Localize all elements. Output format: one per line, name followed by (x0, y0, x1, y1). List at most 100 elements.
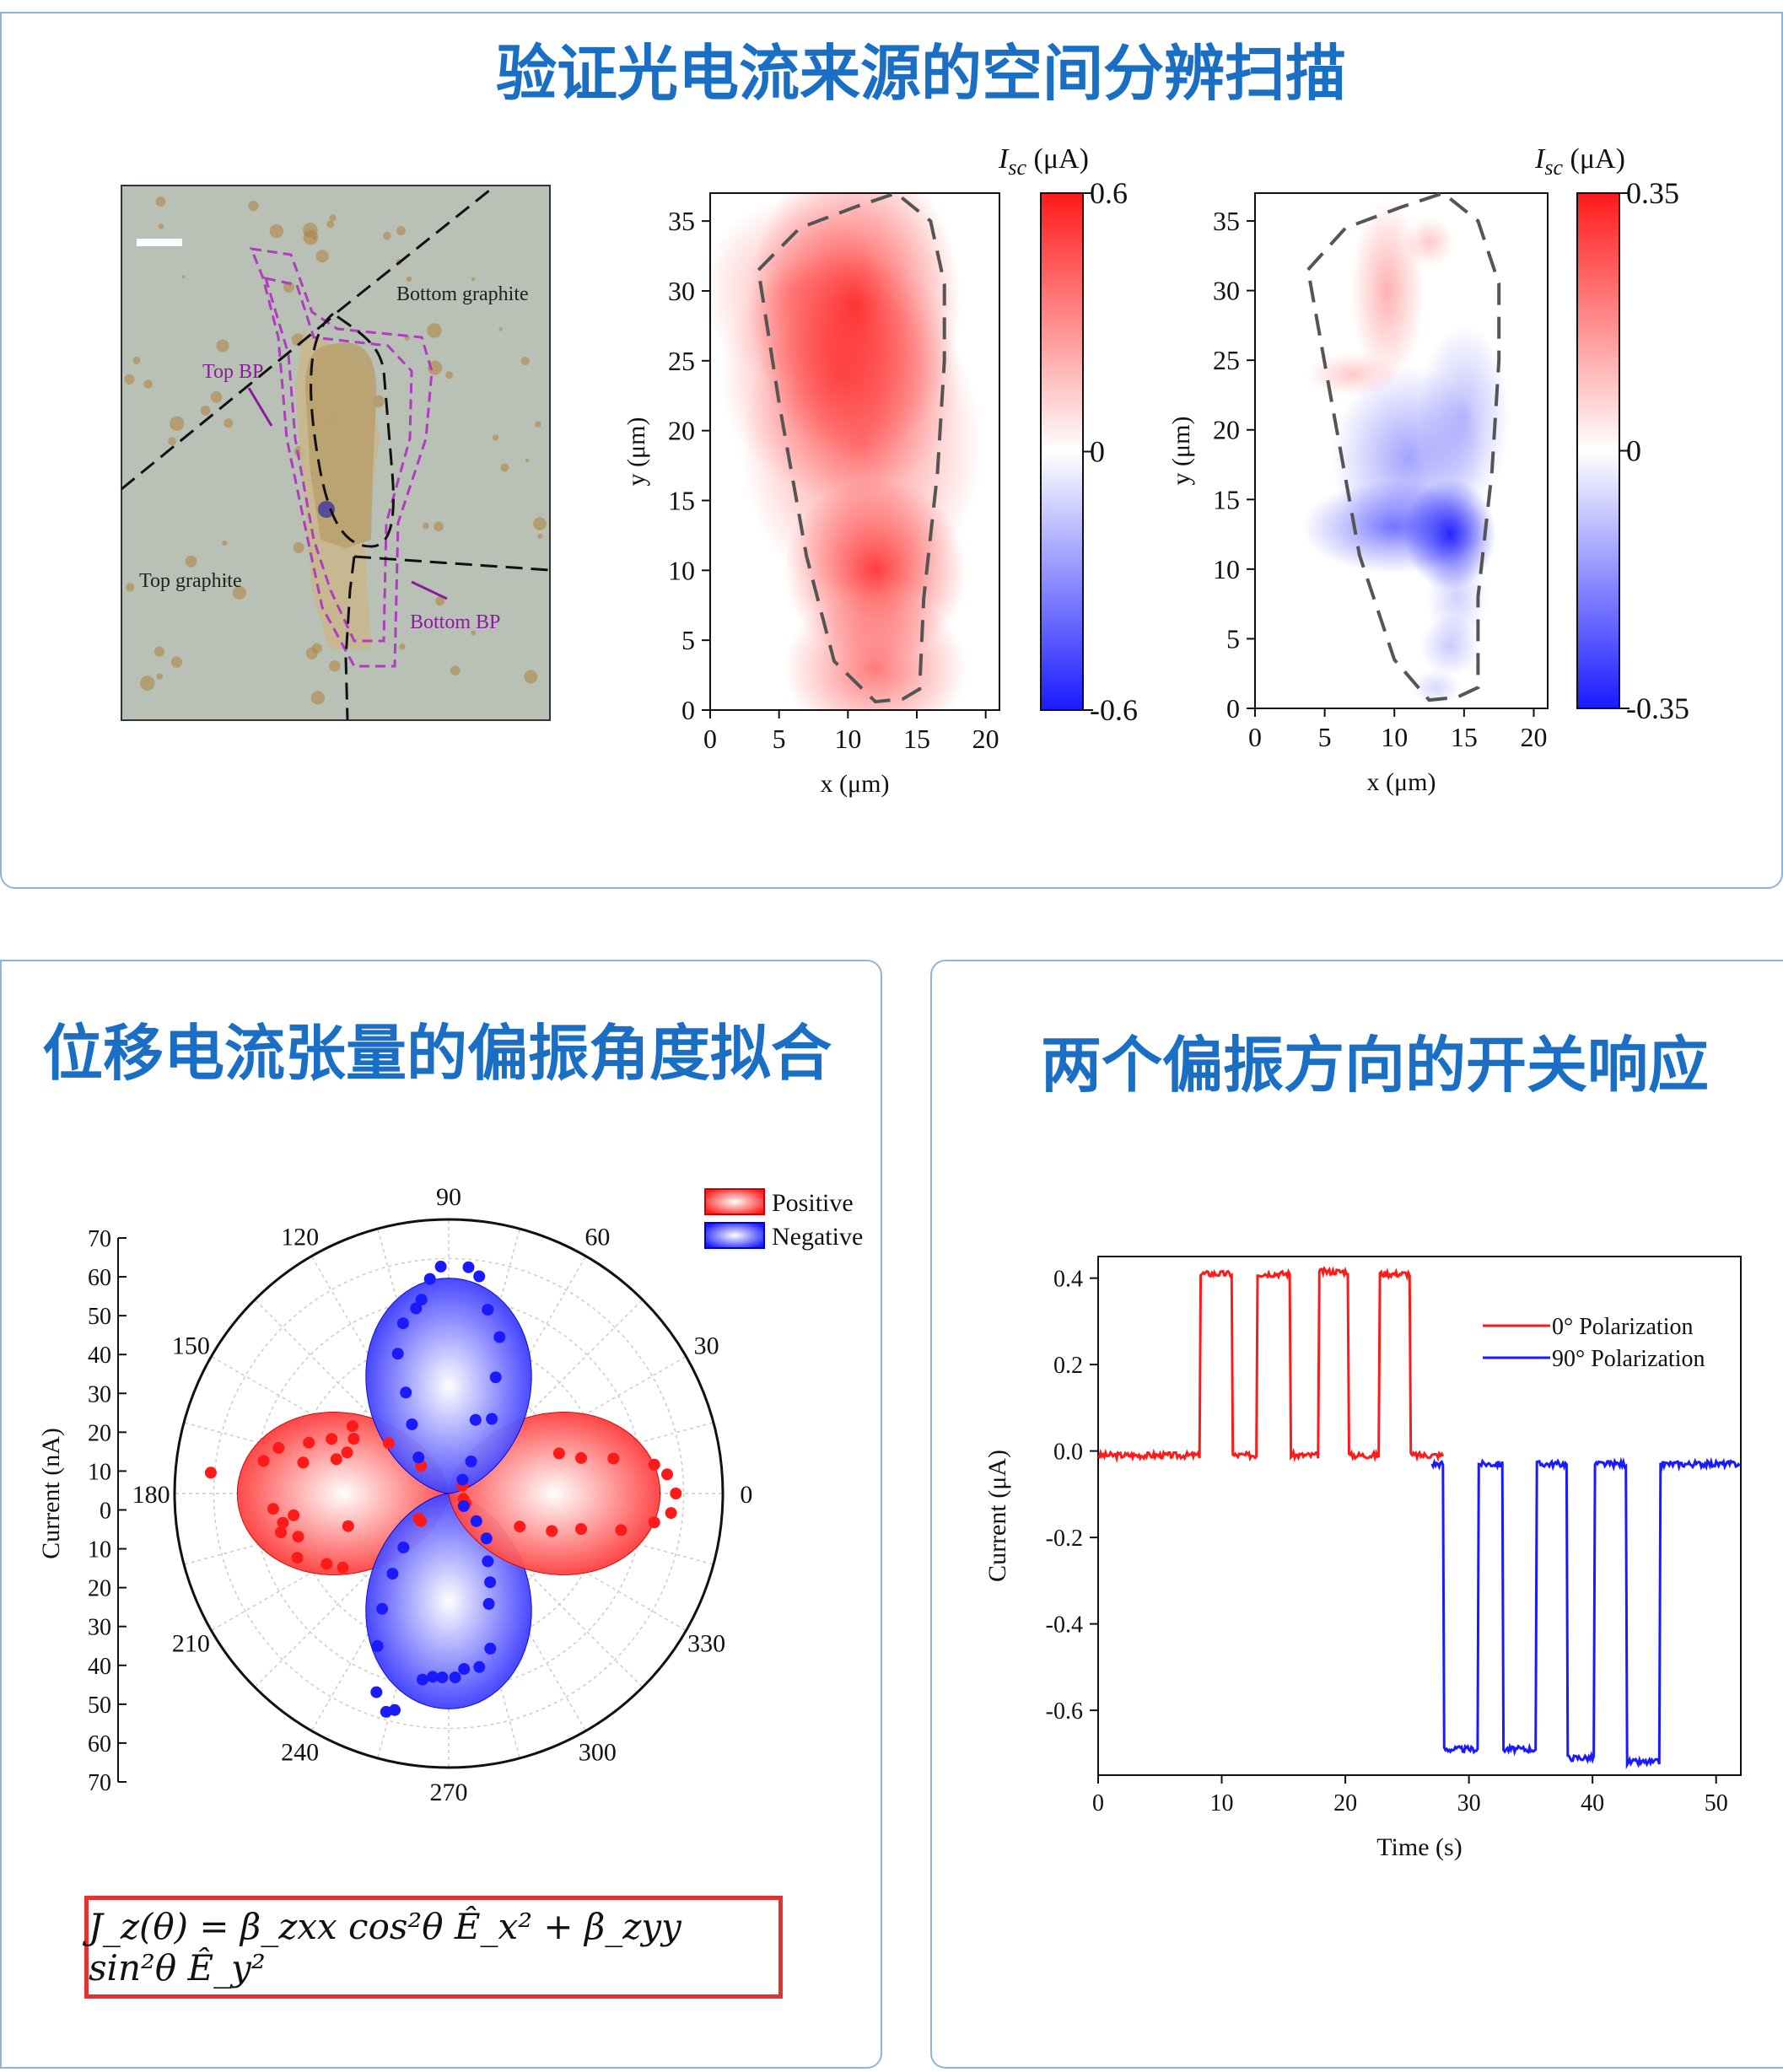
colorbar-title: Isc (μA) (1534, 143, 1625, 180)
polar-grid-ring (213, 1257, 685, 1730)
radial-tick-label: 0 (100, 1499, 111, 1525)
heatmap-field (1302, 198, 1511, 707)
particle (200, 405, 211, 416)
x-tick-label: 50 (1705, 1790, 1728, 1816)
heatmap-hotspot (1404, 217, 1454, 266)
particle (525, 458, 530, 463)
y-tick-label: 0 (1226, 693, 1240, 724)
polar-grid-spoke (254, 1493, 450, 1688)
x-tick-label: 20 (1520, 722, 1547, 752)
angle-tick-label: 300 (579, 1739, 617, 1767)
particle (185, 555, 197, 568)
negative-data-point (417, 1673, 428, 1686)
particle (305, 647, 318, 660)
polar-y-label: Current (nA) (37, 1428, 65, 1559)
negative-data-point (391, 1348, 404, 1360)
particle (181, 275, 186, 279)
y-tick-label: -0.2 (1046, 1526, 1083, 1552)
particle (383, 231, 391, 240)
positive-data-point (341, 1446, 353, 1459)
particle (450, 665, 461, 675)
radial-tick-label: 60 (88, 1265, 111, 1291)
negative-data-point (489, 1371, 502, 1384)
angle-tick-label: 150 (172, 1332, 210, 1360)
negative-data-point (484, 1642, 497, 1655)
x-tick-label: 10 (834, 724, 861, 754)
x-tick-label: 20 (972, 724, 999, 754)
radial-tick-label: 60 (88, 1731, 111, 1757)
positive-data-point (277, 1516, 289, 1529)
positive-data-point (303, 1436, 315, 1449)
y-tick-label: 5 (681, 625, 695, 655)
positive-data-point (204, 1467, 217, 1479)
particle (216, 339, 229, 353)
particle (143, 379, 153, 389)
particle (520, 357, 530, 366)
positive-data-point (291, 1552, 304, 1564)
x-tick-label: 15 (1451, 722, 1478, 752)
angle-tick-label: 0 (740, 1481, 752, 1509)
positive-data-point (297, 1456, 310, 1469)
y-tick-label: 0 (681, 695, 695, 725)
x-tick-label: 0 (1092, 1790, 1104, 1816)
overlap-region (305, 342, 377, 548)
colorbar-tick-label: 0.6 (1090, 176, 1128, 210)
negative-data-point (484, 1576, 497, 1589)
negative-data-point (386, 1568, 399, 1580)
y-tick-label: 0.4 (1053, 1267, 1083, 1293)
particle (535, 421, 541, 428)
y-axis-label: Current (μA) (983, 1450, 1011, 1582)
particle (154, 646, 164, 657)
particle (269, 223, 284, 239)
y-tick-label: 20 (1213, 415, 1240, 445)
angle-tick-label: 30 (694, 1332, 719, 1360)
radial-tick-label: 30 (88, 1381, 111, 1407)
radial-tick-label: 10 (88, 1537, 111, 1563)
heatmap-field (710, 193, 983, 710)
negative-data-point (397, 1542, 410, 1553)
polar-plot: 0306090120150180210240270300330706050403… (37, 1183, 863, 1806)
positive-data-point (514, 1520, 526, 1533)
legend-label: 90° Polarization (1552, 1346, 1705, 1372)
y-tick-label: -0.4 (1046, 1612, 1083, 1639)
particle (423, 522, 429, 530)
particle (524, 670, 538, 684)
particle (533, 517, 547, 530)
angle-tick-label: 270 (430, 1779, 468, 1806)
switching-panel (930, 960, 1783, 2069)
legend-label: 0° Polarization (1552, 1314, 1694, 1340)
positive-data-point (415, 1515, 428, 1527)
particle (471, 277, 476, 282)
positive-data-point (648, 1516, 660, 1529)
y-tick-label: 5 (1226, 623, 1240, 654)
heatmap-hotspot (1418, 324, 1511, 509)
positive-data-point (288, 1509, 300, 1521)
particle (396, 226, 406, 236)
negative-data-point (456, 1473, 469, 1486)
y-axis-label: y (μm) (1167, 417, 1195, 486)
particle (248, 201, 259, 212)
positive-data-point (607, 1452, 620, 1465)
map-frame (1254, 192, 1549, 709)
particle (170, 416, 185, 431)
top-graphite-label: Top graphite (139, 570, 242, 592)
negative-data-point (415, 1294, 428, 1306)
particle (315, 250, 329, 263)
y-tick-label: 25 (668, 346, 695, 376)
angle-tick-label: 180 (132, 1481, 170, 1509)
particle (326, 220, 335, 229)
particle (283, 281, 295, 293)
polar-grid-spoke (448, 1299, 644, 1494)
colorbar-title: Isc (μA) (998, 143, 1089, 180)
particle (406, 276, 412, 283)
y-tick-label: 35 (1213, 206, 1240, 236)
positive-data-point (292, 1531, 304, 1543)
map-frame (709, 192, 1000, 711)
y-tick-label: 0.2 (1053, 1353, 1083, 1379)
negative-data-point (449, 1671, 461, 1684)
particle (498, 327, 503, 331)
negative-data-point (457, 1499, 470, 1512)
particle (132, 356, 141, 364)
polarization-90-trace (1430, 1456, 1741, 1770)
colorbar-tick-label: -0.35 (1626, 692, 1689, 725)
